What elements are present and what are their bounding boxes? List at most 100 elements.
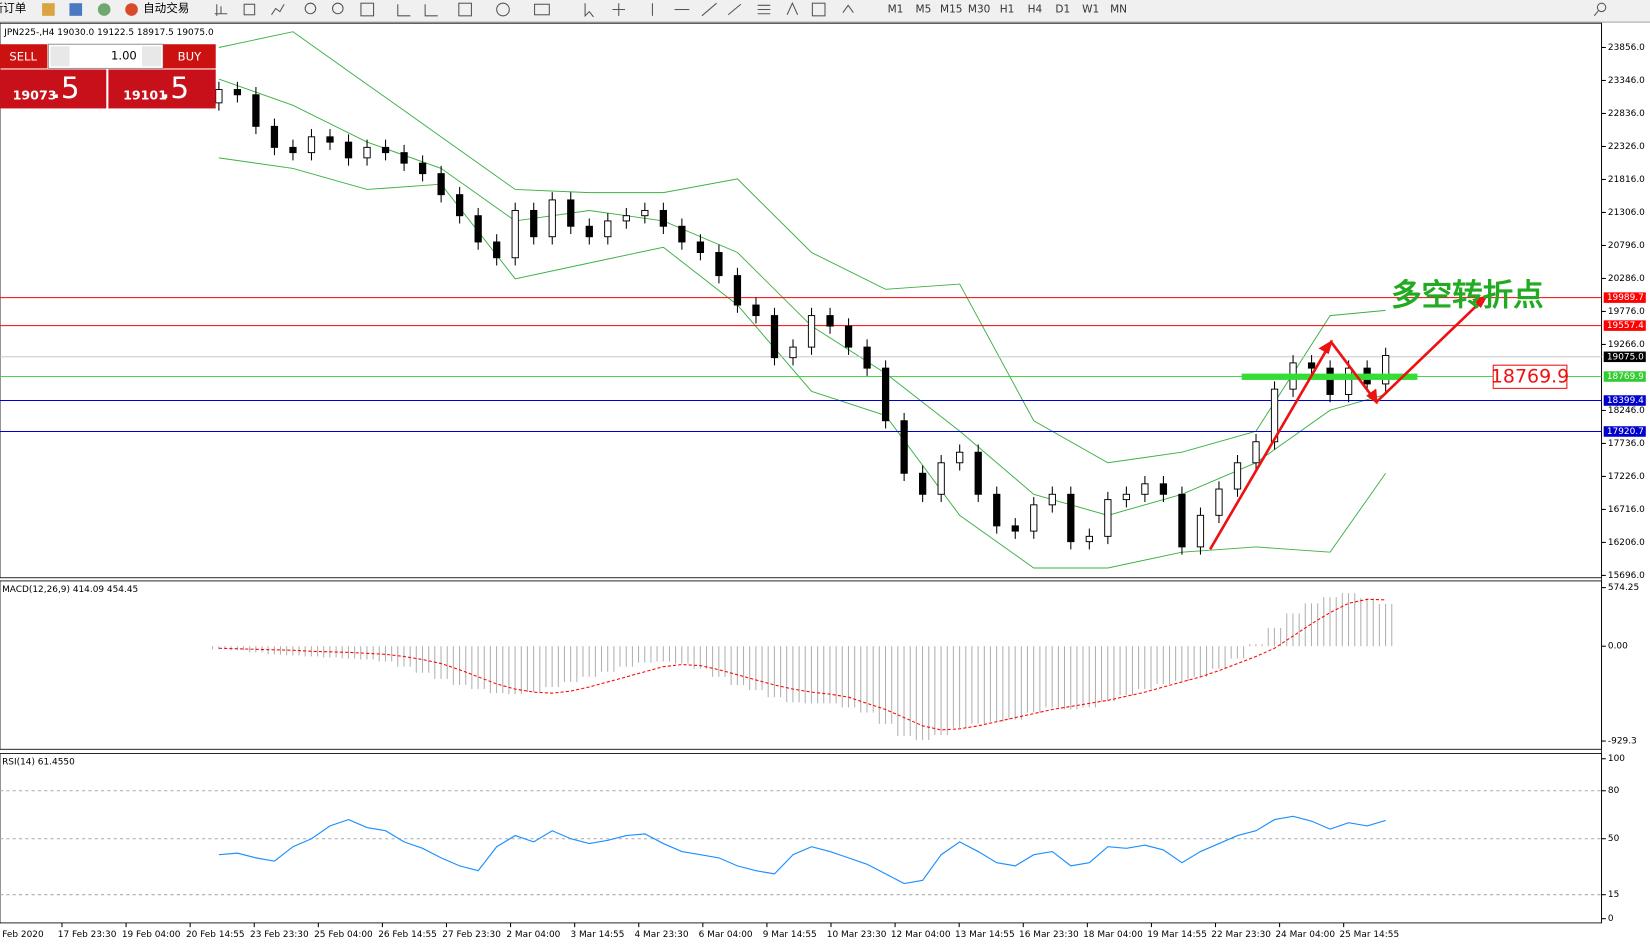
timeframe-button[interactable]: M30: [968, 4, 990, 16]
price-tag: [1603, 371, 1646, 382]
icon[interactable]: [811, 2, 826, 17]
y-tick-label: 15696.0: [1608, 571, 1645, 581]
lots-value[interactable]: 1.00: [111, 48, 137, 62]
candle-body: [307, 136, 316, 154]
candle-body: [659, 209, 667, 227]
candle-body: [881, 367, 890, 422]
timeframe-button[interactable]: D1: [1055, 4, 1070, 16]
icon[interactable]: [331, 2, 344, 15]
x-tick-label: 25 Mar 14:55: [1339, 930, 1399, 940]
candle-body: [678, 225, 686, 243]
chart-title: JPN225-,H4 19030.0 19122.5 18917.5 19075…: [3, 28, 214, 38]
icon[interactable]: [786, 1, 799, 15]
candle-body: [493, 241, 501, 259]
x-tick-label: 3 Mar 14:55: [570, 930, 624, 940]
buy-label[interactable]: BUY: [178, 49, 202, 63]
y-tick-label: 20796.0: [1608, 241, 1645, 251]
y-tick-label: 80: [1608, 786, 1620, 796]
candle-body: [1141, 483, 1149, 495]
icon[interactable]: [271, 3, 285, 16]
price-tag: [1603, 426, 1646, 437]
buy-button[interactable]: [163, 44, 216, 69]
icon[interactable]: [612, 3, 626, 16]
lots-up[interactable]: [142, 46, 162, 67]
icon[interactable]: [701, 2, 717, 17]
y-tick-label: -929.3: [1608, 737, 1637, 747]
timeframe-button[interactable]: MN: [1110, 4, 1127, 16]
search-icon[interactable]: [1593, 10, 1599, 17]
y-tick-label: 21816.0: [1608, 175, 1645, 185]
ask-price: 19101: [123, 87, 167, 102]
new-order-button[interactable]: 新订单: [0, 1, 26, 15]
timeframe-button[interactable]: H4: [1028, 4, 1043, 16]
icon[interactable]: [97, 3, 111, 16]
timeframe-button[interactable]: W1: [1082, 4, 1099, 16]
price-tag-label: 17920.7: [1607, 427, 1644, 437]
x-tick-label: 20 Feb 14:55: [186, 930, 245, 940]
icon[interactable]: [727, 3, 742, 16]
x-tick-label: 19 Feb 04:00: [122, 930, 181, 940]
auto-trading-button[interactable]: 自动交易: [143, 1, 189, 15]
icon[interactable]: [69, 3, 83, 16]
candle-body: [252, 94, 260, 127]
ask-box[interactable]: [108, 69, 216, 109]
annotations: [1209, 295, 1488, 551]
y-tick-label: 16716.0: [1608, 505, 1645, 515]
timeframe-button[interactable]: H1: [1000, 4, 1015, 16]
y-tick-label: 15: [1608, 890, 1619, 900]
lots-down[interactable]: [50, 46, 70, 67]
timeframe-button[interactable]: M15: [940, 4, 962, 16]
candle-body: [733, 275, 742, 306]
auto-trading-icon[interactable]: [125, 3, 138, 16]
candle-body: [381, 146, 390, 154]
candle-body: [456, 194, 464, 217]
icon[interactable]: [757, 4, 771, 15]
icon[interactable]: [496, 2, 510, 17]
candle-body: [585, 225, 593, 238]
candle-body: [807, 315, 816, 348]
icon[interactable]: [304, 2, 317, 15]
candle-body: [770, 315, 779, 359]
y-tick-label: 23346.0: [1608, 76, 1645, 86]
candle-body: [548, 199, 556, 238]
timeframe-button[interactable]: M5: [916, 4, 932, 16]
timeframe-button[interactable]: M1: [888, 4, 904, 16]
x-tick-label: 24 Mar 04:00: [1275, 930, 1335, 940]
arrow-head: [1318, 295, 1488, 405]
y-tick-label: 16206.0: [1608, 538, 1645, 548]
y-tick-label: 50: [1608, 834, 1620, 844]
candle-body: [1067, 493, 1075, 543]
bid-box[interactable]: [0, 69, 107, 109]
icon[interactable]: [42, 3, 55, 16]
icon[interactable]: [243, 3, 256, 16]
price-tag-label: 19557.4: [1607, 321, 1644, 331]
x-tick-label: 4 Feb 2020: [0, 930, 44, 940]
icon[interactable]: [534, 3, 550, 16]
icon[interactable]: [458, 2, 472, 17]
candle-body: [1104, 499, 1112, 537]
candle-body: [289, 146, 297, 154]
bid-price: 19073: [13, 87, 57, 102]
y-tick-label: 22836.0: [1608, 109, 1645, 119]
y-tick-label: 20286.0: [1608, 274, 1645, 284]
annotation: 多空转折点: [1391, 278, 1543, 313]
candle-body: [696, 241, 705, 253]
icon[interactable]: [584, 3, 594, 18]
sell-label[interactable]: SELL: [9, 49, 37, 63]
sell-button[interactable]: [0, 44, 48, 69]
icon[interactable]: [214, 4, 228, 16]
icon[interactable]: [397, 4, 411, 17]
candle-body: [1048, 493, 1056, 506]
x-tick-label: 16 Mar 23:30: [1019, 930, 1079, 940]
icon[interactable]: [360, 2, 375, 17]
candle-body: [1270, 388, 1279, 443]
icon[interactable]: [842, 4, 854, 13]
rsi-chart: RSI(14) 61.4550 100 80 50 15 0: [0, 754, 1625, 924]
highlight-bar: [1241, 373, 1418, 380]
candle-body: [1085, 535, 1093, 543]
icon[interactable]: [424, 4, 438, 17]
search-icon[interactable]: [1596, 2, 1607, 13]
candle-body: [1122, 493, 1131, 501]
candle-body: [1196, 514, 1205, 548]
x-tick-label: 18 Mar 04:00: [1083, 930, 1143, 940]
